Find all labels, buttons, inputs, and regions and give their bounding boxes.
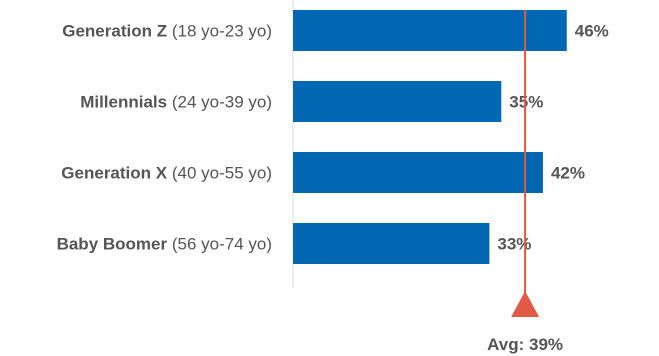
category-age-range: (24 yo-39 yo) xyxy=(167,93,272,112)
value-labels-group: 46% 35% 42% 33% xyxy=(497,22,608,254)
category-name: Millennials xyxy=(80,93,167,112)
value-label: 46% xyxy=(575,22,609,41)
category-name: Generation Z xyxy=(62,22,167,41)
category-name: Generation X xyxy=(61,164,167,183)
average-label-prefix: Avg: xyxy=(487,335,524,354)
bar xyxy=(293,81,502,122)
category-label: Generation Z (18 yo-23 yo) xyxy=(62,22,272,41)
category-age-range: (40 yo-55 yo) xyxy=(167,164,272,183)
category-label: Millennials (24 yo-39 yo) xyxy=(80,93,272,112)
value-label: 42% xyxy=(551,164,585,183)
value-label: 33% xyxy=(497,235,531,254)
average-label: Avg: 39% xyxy=(487,335,563,354)
category-name: Baby Boomer xyxy=(57,235,168,254)
average-label-value: 39% xyxy=(529,335,563,354)
bar xyxy=(293,223,490,264)
category-age-range: (18 yo-23 yo) xyxy=(167,22,272,41)
category-label: Generation X (40 yo-55 yo) xyxy=(61,164,272,183)
category-labels-group: Generation Z (18 yo-23 yo) Millennials (2… xyxy=(57,22,272,254)
category-age-range: (56 yo-74 yo) xyxy=(167,235,272,254)
bars-group xyxy=(293,10,567,264)
average-marker-icon xyxy=(511,291,540,317)
value-label: 35% xyxy=(509,93,543,112)
bar xyxy=(293,152,543,193)
category-label: Baby Boomer (56 yo-74 yo) xyxy=(57,235,272,254)
bar xyxy=(293,10,567,51)
